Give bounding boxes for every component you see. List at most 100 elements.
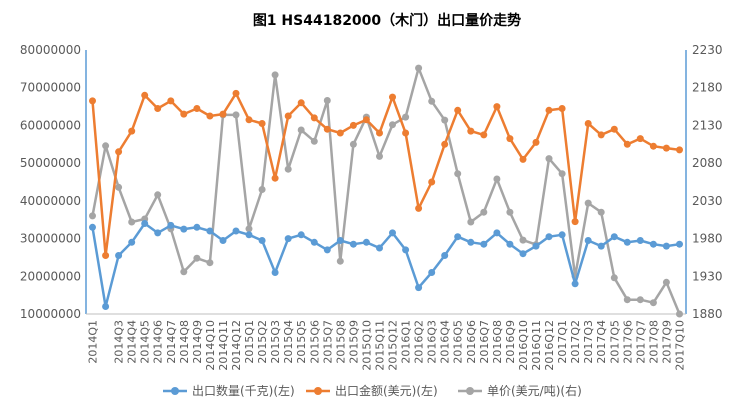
data-point — [258, 120, 266, 127]
data-point — [128, 218, 136, 226]
x-tick-label: 2015Q4 — [282, 320, 295, 364]
data-point — [506, 208, 514, 216]
series-line — [91, 66, 681, 315]
y-left-tick-label: 80000000 — [20, 43, 81, 57]
data-point — [336, 237, 344, 244]
chart-title: 图1 HS44182000（木门）出口量价走势 — [253, 12, 521, 29]
data-point — [441, 140, 449, 148]
data-point — [362, 116, 370, 124]
series-2 — [89, 64, 683, 318]
x-tick-label: 2015Q9 — [347, 320, 360, 364]
data-point — [597, 131, 605, 139]
data-point — [636, 237, 644, 244]
data-point — [154, 105, 162, 112]
x-tick-label: 2015Q3 — [269, 320, 282, 364]
data-point — [258, 237, 266, 244]
y-right-tick-label: 1880 — [692, 307, 723, 321]
data-point — [219, 110, 227, 118]
x-tick-label: 2015Q12 — [387, 320, 400, 371]
data-point — [376, 129, 383, 137]
data-point — [467, 127, 475, 135]
data-point — [545, 106, 553, 114]
x-tick-label: 2017Q2 — [569, 320, 582, 364]
data-point — [584, 199, 592, 207]
data-point — [167, 221, 175, 229]
x-tick-label: 2016Q8 — [491, 320, 504, 364]
data-point — [415, 284, 423, 292]
data-point — [349, 140, 357, 148]
data-point — [128, 238, 136, 246]
data-point — [493, 175, 501, 183]
data-point — [349, 240, 357, 248]
data-point — [402, 246, 410, 254]
y-right-tick-label: 1980 — [692, 232, 723, 246]
data-point — [206, 227, 214, 235]
data-point — [297, 231, 305, 239]
x-tick-label: 2016Q4 — [439, 320, 452, 364]
data-point — [441, 252, 449, 259]
data-point — [323, 97, 331, 104]
data-point — [245, 116, 253, 124]
data-point — [245, 225, 253, 233]
data-point — [284, 235, 292, 243]
data-point — [402, 113, 410, 121]
data-point — [271, 71, 279, 79]
x-tick-label: 2014Q8 — [178, 320, 191, 364]
y-right-tick-label: 2230 — [692, 43, 723, 57]
x-tick-label: 2014Q7 — [165, 320, 178, 364]
data-point — [310, 137, 318, 145]
data-point — [310, 114, 318, 122]
data-point — [376, 244, 383, 252]
data-point — [141, 220, 149, 227]
data-point — [506, 135, 514, 143]
data-point — [89, 97, 96, 105]
data-point — [180, 225, 188, 233]
legend-swatch-marker — [466, 387, 474, 395]
x-tick-label: 2017Q6 — [621, 320, 634, 364]
data-point — [636, 296, 644, 304]
x-tick-label: 2016Q11 — [530, 320, 543, 371]
data-point — [102, 142, 110, 150]
data-point — [571, 280, 579, 288]
y-left-tick-label: 70000000 — [20, 81, 81, 95]
data-point — [532, 242, 540, 250]
series-line — [91, 92, 680, 257]
data-point — [415, 204, 423, 212]
data-point — [180, 268, 188, 276]
data-point — [389, 93, 396, 101]
data-point — [336, 257, 344, 265]
data-point — [676, 146, 683, 154]
data-point — [519, 250, 527, 258]
x-tick-label: 2015Q11 — [373, 320, 386, 371]
data-point — [245, 231, 253, 239]
data-point — [115, 148, 123, 156]
x-tick-label: 2015Q10 — [360, 320, 373, 371]
data-point — [102, 252, 110, 259]
data-point — [662, 144, 670, 152]
data-point — [467, 238, 475, 246]
data-point — [193, 223, 201, 231]
y-right-tick-label: 1930 — [692, 269, 723, 283]
x-tick-label: 2014Q12 — [230, 320, 243, 371]
data-point — [623, 238, 631, 246]
data-point — [310, 238, 318, 246]
data-point — [480, 240, 488, 248]
data-point — [297, 99, 305, 107]
x-tick-label: 2014Q9 — [191, 320, 204, 364]
x-tick-label: 2017Q3 — [582, 320, 595, 364]
y-left-tick-label: 20000000 — [20, 269, 81, 283]
legend-label: 出口金额(美元)(左) — [335, 383, 438, 398]
x-tick-label: 2014Q1 — [87, 320, 100, 364]
y-right-tick-label: 2180 — [692, 81, 723, 95]
x-tick-label: 2017Q9 — [660, 320, 673, 364]
data-point — [649, 240, 657, 248]
data-point — [519, 155, 527, 163]
data-point — [558, 105, 566, 112]
data-point — [115, 183, 123, 191]
data-point — [232, 89, 240, 97]
data-point — [506, 240, 514, 248]
y-left-tick-label: 10000000 — [20, 307, 81, 321]
data-point — [232, 227, 240, 235]
